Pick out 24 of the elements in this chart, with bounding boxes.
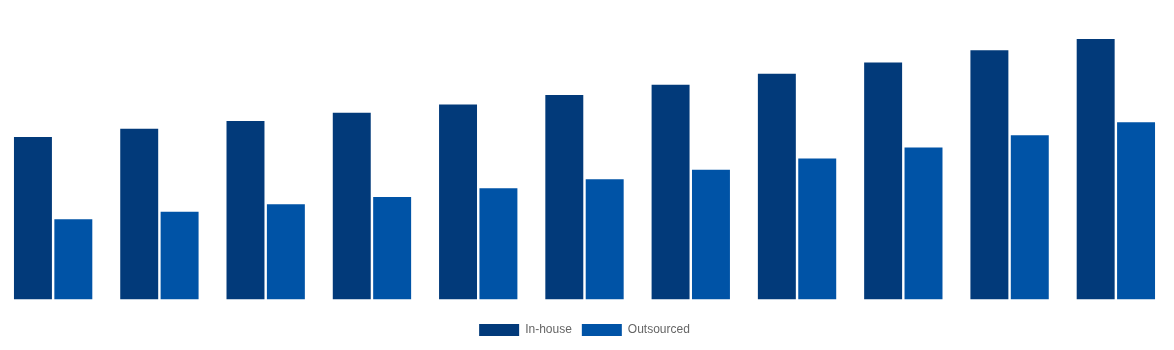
bar bbox=[13, 136, 52, 300]
bar bbox=[332, 112, 371, 300]
bar bbox=[439, 104, 478, 300]
bar bbox=[54, 219, 93, 300]
bar bbox=[1117, 122, 1156, 300]
bar bbox=[585, 179, 624, 300]
bar bbox=[691, 169, 730, 300]
bar bbox=[373, 196, 412, 300]
bar bbox=[651, 84, 690, 300]
bar bbox=[798, 158, 837, 300]
bar bbox=[226, 121, 265, 300]
bar bbox=[1010, 135, 1049, 300]
bar bbox=[160, 211, 199, 300]
bar bbox=[479, 188, 518, 300]
bar bbox=[904, 147, 943, 300]
bar bbox=[970, 50, 1009, 300]
bar bbox=[266, 204, 305, 300]
bar bbox=[545, 95, 584, 300]
bar bbox=[864, 62, 903, 300]
bar bbox=[1076, 39, 1115, 300]
bar bbox=[120, 128, 159, 300]
legend-label: In-house bbox=[525, 322, 573, 337]
bar bbox=[757, 73, 796, 300]
legend-label: Outsourced bbox=[627, 322, 690, 337]
